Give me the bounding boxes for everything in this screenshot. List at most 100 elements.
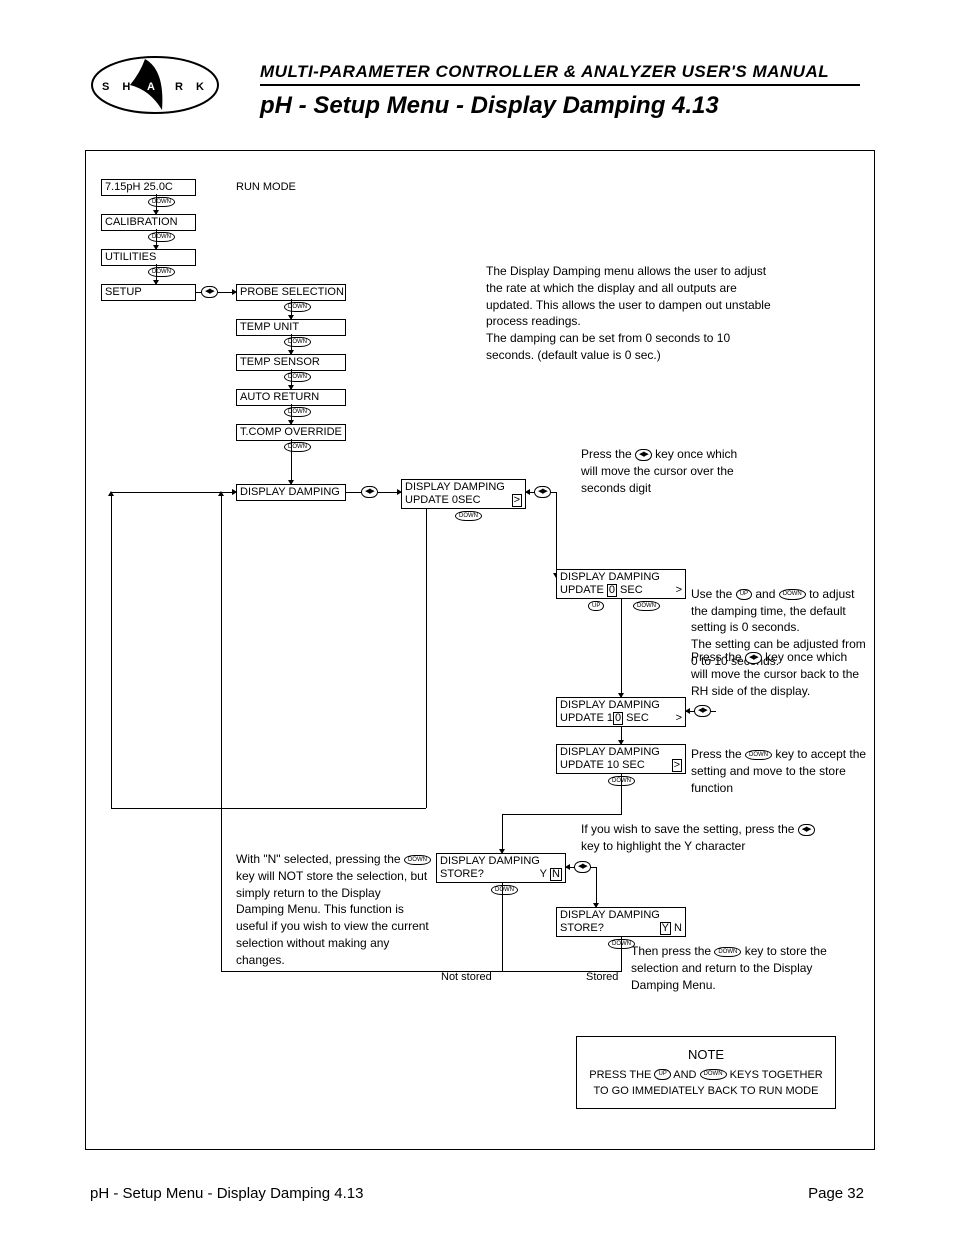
connector: [621, 937, 622, 971]
down-key-icon: DOWN: [714, 947, 741, 957]
manual-title: MULTI-PARAMETER CONTROLLER & ANALYZER US…: [260, 62, 829, 82]
connector: [502, 883, 503, 971]
line1: DISPLAY DAMPING: [560, 699, 682, 712]
store-n-box: DISPLAY DAMPING STORE? Y N: [436, 853, 566, 883]
n-explain-text: With "N" selected, pressing the DOWN key…: [236, 851, 431, 969]
line1: DISPLAY DAMPING: [560, 746, 682, 759]
save-hint-text: If you wish to save the setting, press t…: [581, 821, 831, 855]
press-lr-text-1: Press the ◀▶ key once which will move th…: [581, 446, 756, 496]
connector: [556, 492, 557, 577]
line1: DISPLAY DAMPING: [560, 571, 682, 584]
connector: [291, 334, 292, 354]
diagram-frame: 7.15pH 25.0C RUN MODE DOWN CALIBRATION D…: [85, 150, 875, 1150]
dd-update-10-box: DISPLAY DAMPING UPDATE 10 SEC >: [556, 744, 686, 774]
run-display-box: 7.15pH 25.0C: [101, 179, 196, 196]
footer-right: Page 32: [808, 1185, 864, 1202]
line1: DISPLAY DAMPING: [560, 909, 682, 922]
cursor: >: [672, 759, 682, 772]
down-key-icon: DOWN: [284, 442, 311, 452]
connector: [291, 404, 292, 424]
connector: [621, 599, 622, 697]
connector: [502, 814, 503, 853]
connector: [111, 808, 426, 809]
up-key-icon: UP: [654, 1069, 670, 1079]
line2: UPDATE 10 SEC: [560, 759, 645, 772]
dd-update-10-sel-box: DISPLAY DAMPING UPDATE 10 SEC >: [556, 697, 686, 727]
connector: [291, 439, 292, 484]
connector: [156, 264, 157, 284]
cursor: >: [512, 494, 522, 507]
down-key-icon: DOWN: [404, 855, 431, 865]
lr-key-icon: ◀▶: [574, 861, 591, 873]
display-damping-box: DISPLAY DAMPING: [236, 484, 346, 501]
section-title: pH - Setup Menu - Display Damping 4.13: [260, 92, 719, 120]
header-rule: [260, 84, 860, 86]
lr-key-icon: ◀▶: [798, 824, 815, 836]
svg-text:R K: R K: [175, 81, 209, 93]
lr-key-icon: ◀▶: [201, 286, 218, 298]
down-key-icon: DOWN: [700, 1069, 727, 1079]
connector: [621, 774, 622, 814]
svg-text:A: A: [147, 81, 155, 93]
press-lr-text-2: Press the ◀▶ key once which will move th…: [691, 649, 866, 699]
connector: [111, 492, 112, 808]
selected-n: N: [550, 868, 562, 881]
down-key-icon: DOWN: [148, 197, 175, 207]
note-box: NOTE PRESS THE UP AND DOWN KEYS TOGETHER…: [576, 1036, 836, 1109]
page: S H R K A MULTI-PARAMETER CONTROLLER & A…: [0, 0, 954, 1235]
selected-y: Y: [660, 922, 671, 935]
stored-label: Stored: [586, 971, 618, 983]
line2: UPDATE 0SEC: [405, 494, 481, 507]
dd-update-0-sel-box: DISPLAY DAMPING UPDATE 0 SEC >: [556, 569, 686, 599]
selected-digit: 0: [607, 584, 617, 597]
intro-paragraph: The Display Damping menu allows the user…: [486, 263, 771, 364]
up-key-icon: UP: [736, 589, 752, 599]
connector: [291, 299, 292, 319]
note-title: NOTE: [587, 1045, 825, 1065]
down-key-icon: DOWN: [455, 511, 482, 521]
down-key-icon: DOWN: [284, 337, 311, 347]
note-body: PRESS THE UP AND DOWN KEYS TOGETHER TO G…: [587, 1067, 825, 1100]
line1: DISPLAY DAMPING: [405, 481, 522, 494]
down-key-icon: DOWN: [284, 372, 311, 382]
selected-digit: 0: [613, 712, 623, 725]
lr-key-icon: ◀▶: [534, 486, 551, 498]
connector: [621, 727, 622, 744]
down-key-icon: DOWN: [633, 601, 660, 611]
shark-logo: S H R K A: [90, 55, 220, 115]
lr-key-icon: ◀▶: [361, 486, 378, 498]
connector: [221, 971, 503, 972]
then-press-text: Then press the DOWN key to store the sel…: [631, 943, 841, 993]
press-down-accept-text: Press the DOWN key to accept the setting…: [691, 746, 871, 796]
connector: [156, 194, 157, 214]
not-stored-label: Not stored: [441, 971, 492, 983]
down-key-icon: DOWN: [491, 885, 518, 895]
setup-box: SETUP: [101, 284, 196, 301]
calibration-box: CALIBRATION: [101, 214, 196, 231]
down-key-icon: DOWN: [284, 302, 311, 312]
down-key-icon: DOWN: [745, 750, 772, 760]
lr-key-icon: ◀▶: [694, 705, 711, 717]
lr-key-icon: ◀▶: [635, 449, 652, 461]
run-mode-label: RUN MODE: [236, 181, 296, 193]
connector: [502, 814, 622, 815]
connector: [221, 492, 236, 493]
connector: [502, 971, 622, 972]
cursor: >: [676, 712, 682, 725]
dd-update-0-box: DISPLAY DAMPING UPDATE 0SEC >: [401, 479, 526, 509]
store-y-box: DISPLAY DAMPING STORE? Y N: [556, 907, 686, 937]
down-key-icon: DOWN: [148, 232, 175, 242]
down-key-icon: DOWN: [284, 407, 311, 417]
connector: [291, 369, 292, 389]
utilities-box: UTILITIES: [101, 249, 196, 266]
connector: [221, 492, 222, 972]
line2: STORE?: [440, 868, 484, 881]
connector: [426, 508, 427, 808]
up-key-icon: UP: [588, 601, 604, 611]
lr-key-icon: ◀▶: [745, 652, 762, 664]
cursor: >: [676, 584, 682, 597]
down-key-icon: DOWN: [148, 267, 175, 277]
line2: STORE?: [560, 922, 604, 935]
line1: DISPLAY DAMPING: [440, 855, 562, 868]
connector: [596, 867, 597, 907]
